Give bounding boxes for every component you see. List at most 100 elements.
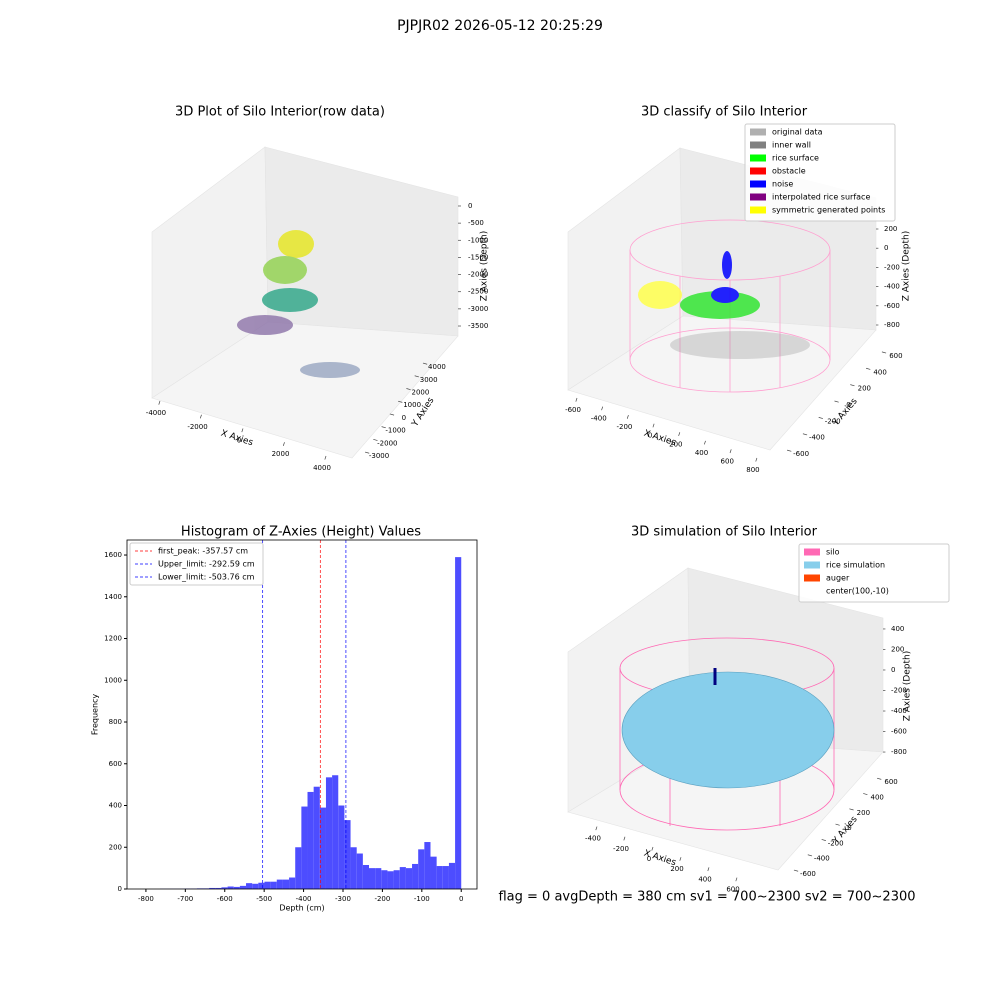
tick-mark: [282, 442, 285, 446]
x-axis-label: X Axies: [642, 849, 677, 869]
x-tick-label: 400: [695, 449, 708, 457]
x-tick-label: 200: [669, 440, 682, 448]
z-tick-label: -3000: [468, 305, 488, 313]
tick-mark: [707, 867, 710, 872]
y-tick-label: -200: [825, 417, 841, 425]
tick-mark: [595, 826, 598, 831]
bar: [399, 867, 406, 889]
tick-mark: [807, 854, 813, 857]
panes: [151, 146, 884, 871]
x-tick-label: -600: [217, 895, 233, 903]
y-tick-label: 400: [873, 368, 886, 376]
tick-mark: [802, 433, 808, 436]
z-axis-label: Z Axies (Depth): [902, 231, 912, 302]
y-tick-label: -200: [828, 839, 844, 847]
rice-surface: [621, 671, 835, 789]
y-tick-label: 200: [857, 809, 870, 817]
x-tick-label: -200: [374, 895, 390, 903]
x-tick-label: -400: [296, 895, 312, 903]
tick-mark: [241, 428, 244, 433]
z-tick-label: 200: [884, 225, 897, 233]
x-tick-label: 600: [726, 886, 739, 894]
legend-label: silo: [826, 548, 840, 557]
y-tick-label: -400: [809, 434, 825, 442]
z-tick-label: -500: [468, 219, 484, 227]
legend-swatch: [750, 154, 766, 162]
bar: [332, 775, 339, 889]
tick-mark: [158, 400, 161, 405]
x-tick-label: -200: [616, 423, 632, 431]
x-tick-label: -2000: [187, 423, 207, 431]
y-tick-label: 1000: [403, 401, 421, 409]
z-tick-label: -400: [891, 707, 907, 715]
y-axis-label: Y Axies: [830, 814, 859, 846]
bar: [369, 868, 376, 889]
z-axis-label: Z Axies (Depth): [480, 231, 490, 302]
legend-label: noise: [772, 180, 793, 189]
y-tick-label: 2000: [411, 388, 429, 396]
tick-mark: [373, 438, 378, 441]
legend-label: center(100,-10): [826, 587, 889, 596]
tick-mark: [406, 388, 411, 391]
y-tick-label: -3000: [369, 452, 389, 460]
x-tick-label: 0: [647, 855, 651, 863]
x-tick-label: -100: [414, 895, 430, 903]
y-tick-label: 4000: [428, 363, 446, 371]
bar: [221, 887, 228, 889]
legend-swatch: [804, 574, 820, 582]
tick-mark: [755, 457, 758, 462]
tick-mark: [818, 417, 823, 419]
x-tick-label: -800: [138, 895, 154, 903]
bar: [215, 887, 222, 889]
y-tick-label: 1400: [104, 593, 122, 601]
y-tick-label: -400: [814, 855, 830, 863]
x-tick-label: -600: [565, 406, 581, 414]
legend-label: auger: [826, 574, 850, 583]
tick-mark: [881, 351, 887, 354]
tick-mark: [834, 400, 839, 403]
z-tick-label: 200: [891, 645, 904, 653]
z-tick-label: -600: [891, 728, 907, 736]
figure-title: PJPJR02 2026-05-12 20:25:29: [397, 18, 603, 34]
tick-mark: [652, 423, 655, 428]
y-tick-label: 200: [858, 385, 871, 393]
z-tick-label: -200: [884, 263, 900, 271]
tick-mark: [850, 384, 855, 387]
tick-mark: [703, 440, 706, 445]
tick-mark: [729, 449, 732, 454]
legend-label: inner wall: [772, 141, 811, 150]
bar: [338, 805, 345, 889]
tick-mark: [821, 839, 826, 841]
bar: [375, 868, 382, 889]
x-tick-label: -400: [591, 415, 607, 423]
x-tick-label: 400: [698, 875, 711, 883]
tick-mark: [398, 400, 403, 403]
z-tick-label: -2500: [468, 288, 488, 296]
x-axis-label: Depth (cm): [279, 904, 324, 913]
bar: [412, 863, 419, 889]
bar: [448, 862, 456, 889]
bar: [239, 885, 247, 889]
z-tick-label: -400: [884, 283, 900, 291]
bar: [313, 786, 320, 889]
y-tick-label: 400: [109, 802, 122, 810]
z-tick-label: -200: [891, 687, 907, 695]
y-tick-label: 600: [889, 352, 902, 360]
tick-mark: [324, 455, 327, 460]
z-tick-label: 400: [891, 625, 904, 633]
bar: [227, 886, 234, 889]
y-tick-label: -600: [793, 450, 809, 458]
x-tick-label: 200: [670, 865, 683, 873]
x-tick-label: 0: [648, 432, 652, 440]
bar: [319, 807, 326, 889]
z-tick-label: -600: [884, 302, 900, 310]
z-tick-label: -800: [884, 321, 900, 329]
tick-mark: [876, 777, 882, 780]
tick-mark: [678, 432, 681, 436]
tick-mark: [364, 451, 370, 454]
y-tick-label: 600: [884, 778, 897, 786]
y-tick-label: 3000: [420, 376, 438, 384]
tick-mark: [422, 362, 428, 365]
legend-swatch: [750, 128, 766, 136]
chart-title: 3D Plot of Silo Interior(row data): [175, 105, 385, 120]
